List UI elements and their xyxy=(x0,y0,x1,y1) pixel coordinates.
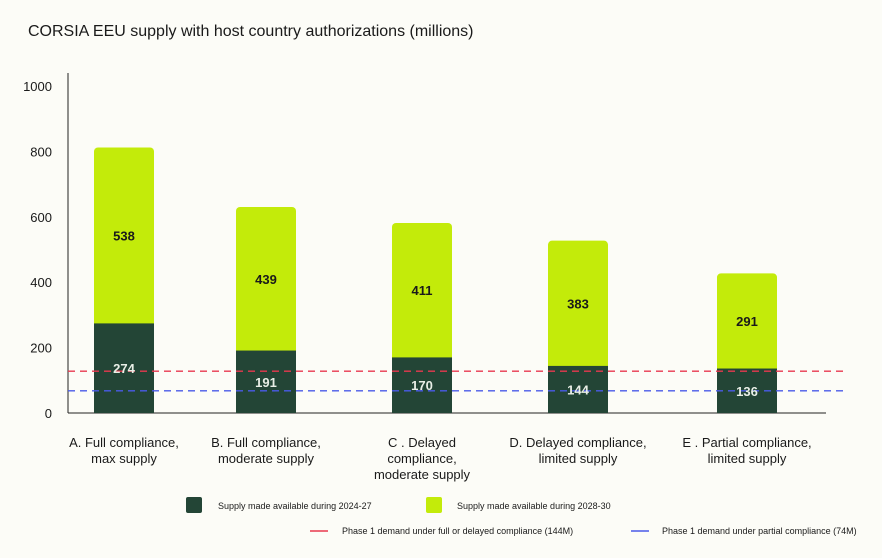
data-label-2024-27: 274 xyxy=(113,361,135,376)
bar-segment-2024-27 xyxy=(236,350,296,413)
data-label-2024-27: 170 xyxy=(411,378,433,393)
y-tick-label: 1000 xyxy=(23,79,52,94)
data-label-2028-30: 383 xyxy=(567,296,589,311)
bar-segment-2028-30 xyxy=(392,223,452,362)
legend-label: Supply made available during 2024-27 xyxy=(218,501,372,511)
legend-label: Phase 1 demand under partial compliance … xyxy=(662,526,857,536)
bar-segment-2028-30 xyxy=(717,273,777,373)
legend-label: Supply made available during 2028-30 xyxy=(457,501,611,511)
data-label-2028-30: 411 xyxy=(412,283,433,298)
category-labels: A. Full compliance, max supply B. Full com… xyxy=(69,435,812,482)
legend-swatch-2024-27 xyxy=(186,497,202,513)
axes: 0 200 400 600 800 1000 xyxy=(23,73,826,421)
x-tick-label: A. Full compliance, max supply xyxy=(69,435,179,466)
bar-segment-2028-30 xyxy=(94,147,154,328)
data-label-2024-27: 144 xyxy=(567,382,589,397)
reference-lines xyxy=(68,370,846,392)
bars xyxy=(94,147,777,413)
data-label-2028-30: 291 xyxy=(736,314,758,329)
legend: Supply made available during 2024-27 Supp… xyxy=(186,497,857,536)
data-label-2024-27: 136 xyxy=(736,384,758,399)
data-label-2024-27: 191 xyxy=(255,375,277,390)
bar-segment-2024-27 xyxy=(94,323,154,413)
x-tick-label: C . Delayed compliance, moderate supply xyxy=(374,435,471,482)
legend-label: Phase 1 demand under full or delayed com… xyxy=(342,526,573,536)
data-label-2028-30: 538 xyxy=(113,228,135,243)
bar-segment-2028-30 xyxy=(548,240,608,370)
x-tick-label: D. Delayed compliance, limited supply xyxy=(509,435,646,466)
x-tick-label: E . Partial compliance, limited supply xyxy=(682,435,811,466)
bar-segment-2024-27 xyxy=(548,365,608,413)
legend-swatch-2028-30 xyxy=(426,497,442,513)
y-tick-label: 800 xyxy=(30,144,52,159)
data-label-2028-30: 439 xyxy=(255,272,277,287)
x-tick-label: B. Full compliance, moderate supply xyxy=(211,435,321,466)
bar-segment-2024-27 xyxy=(392,357,452,413)
y-tick-label: 0 xyxy=(45,406,52,421)
bar-segment-2028-30 xyxy=(236,206,296,355)
y-tick-label: 200 xyxy=(30,341,52,356)
y-tick-label: 400 xyxy=(30,275,52,290)
chart-title: CORSIA EEU supply with host country auth… xyxy=(28,23,474,40)
data-labels: 274 538 191 439 170 411 144 383 136 291 xyxy=(113,228,758,398)
y-tick-label: 600 xyxy=(30,210,52,225)
